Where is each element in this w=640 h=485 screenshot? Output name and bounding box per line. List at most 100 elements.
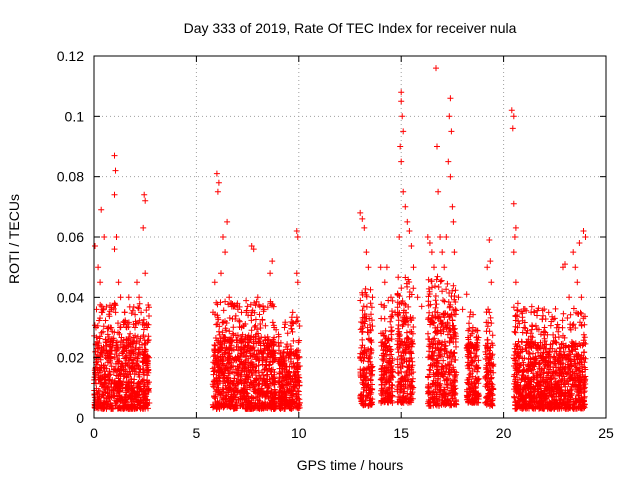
data-point (516, 401, 523, 408)
data-point (219, 329, 226, 336)
data-point (439, 288, 446, 295)
data-point (512, 401, 519, 408)
data-point (578, 294, 585, 301)
data-point (256, 385, 263, 392)
data-point (566, 399, 573, 406)
data-point (564, 369, 571, 376)
data-point (279, 363, 286, 370)
data-point (560, 405, 567, 411)
data-point (530, 350, 536, 357)
data-point (450, 350, 457, 357)
data-point (360, 303, 367, 310)
data-point (520, 359, 527, 366)
data-point (581, 321, 588, 328)
data-point (254, 382, 260, 389)
data-point (146, 313, 152, 319)
data-point (540, 329, 547, 336)
data-point (409, 386, 416, 392)
data-point (255, 389, 262, 396)
data-point (576, 389, 582, 395)
data-point (293, 270, 300, 277)
data-point (108, 306, 115, 313)
data-point (115, 279, 122, 286)
data-point (581, 401, 588, 408)
data-point (426, 366, 433, 373)
data-point (121, 373, 128, 380)
data-point (294, 279, 301, 286)
data-point (137, 397, 143, 404)
data-point (255, 368, 262, 374)
data-point (125, 357, 132, 364)
data-point (111, 379, 118, 386)
data-point (112, 309, 119, 316)
data-point (282, 319, 289, 326)
data-point (248, 243, 255, 249)
data-point (527, 394, 534, 401)
data-point (361, 344, 368, 351)
data-point (532, 353, 539, 360)
data-point (230, 324, 237, 331)
data-point (123, 384, 130, 391)
data-point (367, 300, 374, 307)
data-point (432, 283, 438, 290)
data-point (464, 379, 471, 386)
data-point (485, 319, 492, 326)
data-point (486, 309, 493, 316)
data-point (530, 376, 537, 383)
data-point (119, 350, 126, 357)
data-point (569, 381, 576, 388)
data-point (511, 355, 517, 362)
data-point (511, 234, 518, 240)
data-point (228, 363, 235, 370)
data-point (263, 394, 269, 401)
data-point (97, 369, 104, 376)
data-point (112, 167, 119, 174)
data-point (283, 344, 289, 350)
data-point (433, 395, 440, 402)
data-point (99, 381, 106, 388)
data-point (510, 304, 517, 311)
data-point (389, 297, 396, 304)
data-point (213, 405, 220, 412)
data-point (403, 395, 410, 402)
data-point (455, 294, 462, 301)
data-point (252, 302, 259, 309)
data-point (553, 364, 560, 371)
data-point (571, 400, 578, 407)
data-point (516, 364, 523, 371)
data-point (534, 388, 541, 395)
data-point (512, 224, 519, 231)
data-point (487, 314, 494, 321)
data-point (398, 89, 405, 96)
data-point (296, 323, 303, 329)
data-point (132, 332, 139, 339)
data-point (122, 398, 129, 405)
data-point (221, 366, 228, 373)
data-point (103, 339, 110, 346)
data-point (276, 370, 283, 377)
data-point (436, 391, 443, 398)
data-point (133, 392, 140, 399)
data-point (426, 240, 433, 246)
data-point (117, 324, 124, 331)
data-point (369, 367, 376, 374)
data-point (139, 377, 146, 384)
data-point (431, 264, 437, 271)
data-point (582, 234, 589, 240)
data-point (362, 318, 369, 325)
data-point (281, 324, 288, 331)
data-point (389, 312, 396, 318)
data-point (135, 391, 142, 398)
data-point (473, 376, 480, 383)
data-point (218, 270, 224, 277)
data-point (97, 301, 104, 308)
data-point (277, 405, 284, 412)
data-point (218, 345, 224, 352)
data-point (245, 400, 252, 407)
data-point (451, 349, 458, 356)
data-point (446, 304, 453, 311)
data-point (291, 384, 298, 391)
data-point (381, 333, 388, 339)
data-point (535, 361, 542, 368)
